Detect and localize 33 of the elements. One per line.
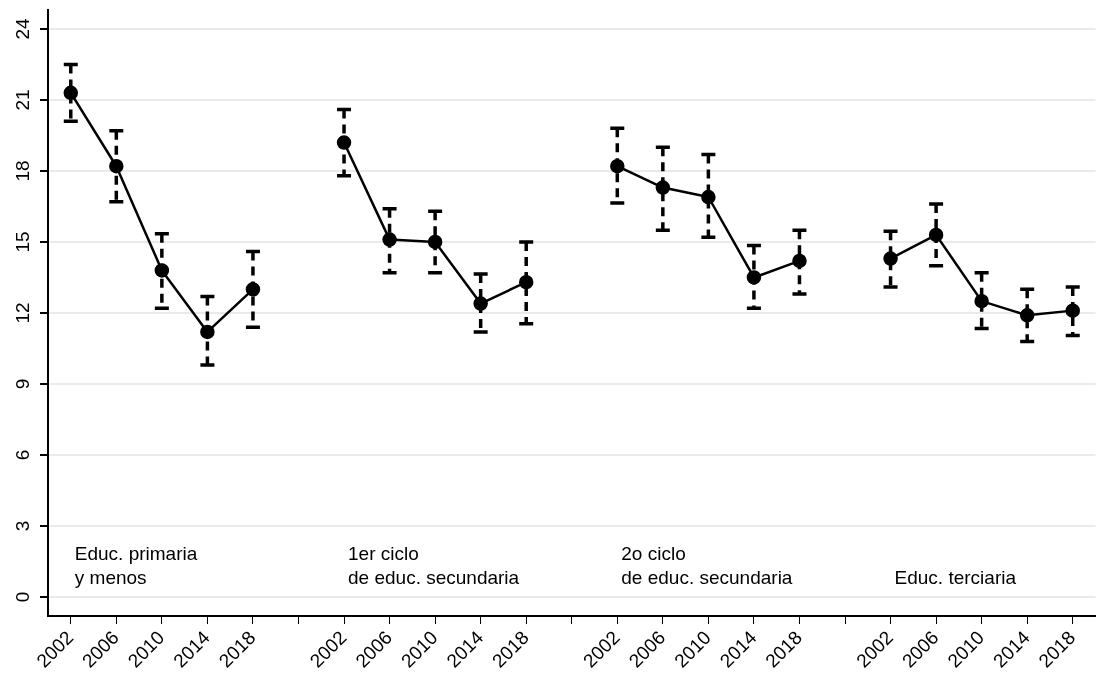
- point: [701, 189, 716, 205]
- y-tick-label: 24: [12, 17, 34, 40]
- point: [245, 282, 261, 297]
- annotation: 1er ciclo de educ. secundaria: [348, 542, 520, 588]
- y-tick-label: 21: [12, 89, 34, 111]
- point: [974, 293, 989, 309]
- annotation: Educ. terciaria: [894, 566, 1017, 588]
- point: [610, 158, 625, 174]
- point: [883, 251, 898, 266]
- point: [473, 296, 488, 311]
- y-tick-label: 9: [12, 378, 34, 390]
- y-tick-label: 12: [12, 302, 34, 324]
- point: [518, 274, 534, 290]
- point: [427, 234, 443, 250]
- point: [200, 324, 215, 340]
- point: [63, 85, 79, 101]
- y-tick-label: 18: [12, 160, 34, 182]
- y-tick-label: 15: [12, 231, 34, 253]
- point: [928, 227, 944, 243]
- y-tick-label: 6: [12, 449, 34, 461]
- point: [655, 180, 671, 195]
- point: [1019, 308, 1035, 323]
- point: [109, 158, 124, 174]
- point: [746, 270, 762, 285]
- point: [382, 232, 397, 247]
- y-tick-label: 0: [12, 591, 34, 603]
- annotation: 2o ciclo de educ. secundaria: [621, 542, 793, 588]
- point: [336, 135, 352, 150]
- y-tick-label: 3: [12, 520, 34, 532]
- point: [792, 253, 807, 269]
- point: [154, 263, 170, 278]
- point: [1065, 303, 1080, 318]
- annotation: Educ. primaria y menos: [74, 542, 198, 588]
